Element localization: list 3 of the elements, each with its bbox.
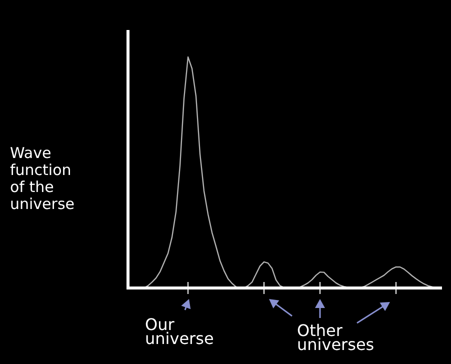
y-axis-title: Wave function of the universe	[10, 144, 74, 213]
text: Other universes	[297, 321, 374, 354]
text: Our universe	[145, 315, 214, 348]
